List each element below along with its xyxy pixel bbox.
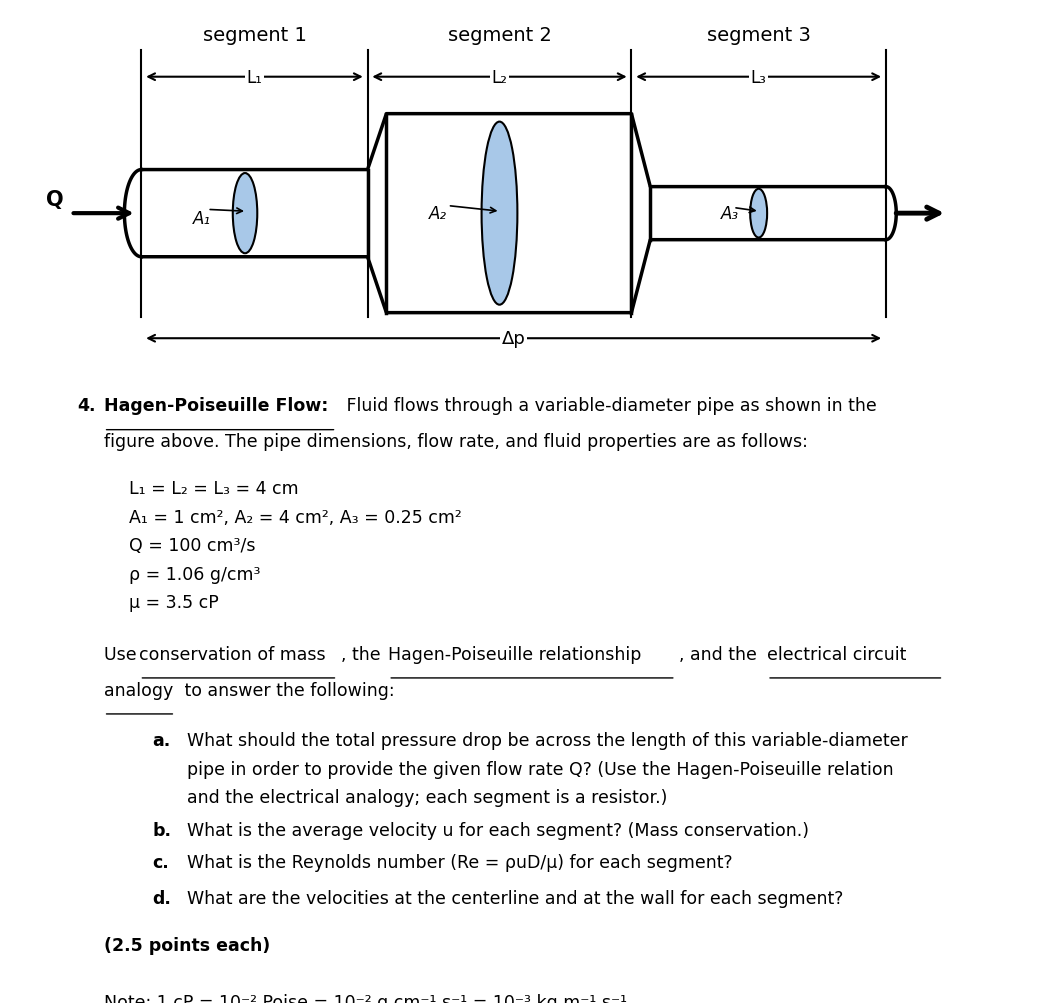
Text: figure above. The pipe dimensions, flow rate, and fluid properties are as follow: figure above. The pipe dimensions, flow …	[104, 432, 807, 450]
Text: μ = 3.5 cP: μ = 3.5 cP	[129, 594, 218, 612]
Text: analogy: analogy	[104, 682, 173, 699]
Text: conservation of mass: conservation of mass	[140, 646, 327, 664]
Text: Δp: Δp	[502, 330, 526, 348]
Text: c.: c.	[152, 853, 169, 871]
Text: segment 3: segment 3	[707, 25, 811, 44]
Text: What are the velocities at the centerline and at the wall for each segment?: What are the velocities at the centerlin…	[187, 889, 843, 907]
Text: segment 1: segment 1	[203, 25, 307, 44]
Text: L₂: L₂	[491, 68, 507, 86]
Text: A₁: A₁	[193, 210, 211, 228]
Text: to answer the following:: to answer the following:	[180, 682, 395, 699]
Text: b.: b.	[152, 820, 171, 839]
Text: 4.: 4.	[78, 396, 96, 414]
Text: A₂: A₂	[428, 205, 447, 223]
Text: ρ = 1.06 g/cm³: ρ = 1.06 g/cm³	[129, 565, 260, 583]
Text: Hagen-Poiseuille relationship: Hagen-Poiseuille relationship	[388, 646, 642, 664]
Text: Q = 100 cm³/s: Q = 100 cm³/s	[129, 537, 255, 555]
Text: L₁ = L₂ = L₃ = 4 cm: L₁ = L₂ = L₃ = 4 cm	[129, 479, 299, 497]
Text: Hagen-Poiseuille Flow:: Hagen-Poiseuille Flow:	[104, 396, 328, 414]
Text: (2.5 points each): (2.5 points each)	[104, 936, 270, 954]
Text: Q: Q	[46, 190, 63, 210]
Text: A₃: A₃	[721, 205, 739, 223]
Text: L₃: L₃	[751, 68, 766, 86]
Text: pipe in order to provide the given flow rate Q? (Use the Hagen-Poiseuille relati: pipe in order to provide the given flow …	[187, 760, 894, 778]
Text: A₁ = 1 cm², A₂ = 4 cm², A₃ = 0.25 cm²: A₁ = 1 cm², A₂ = 4 cm², A₃ = 0.25 cm²	[129, 509, 462, 527]
Text: Fluid flows through a variable-diameter pipe as shown in the: Fluid flows through a variable-diameter …	[341, 396, 877, 414]
Ellipse shape	[482, 122, 518, 305]
Ellipse shape	[233, 174, 257, 254]
Text: What is the Reynolds number (Re = ρuD/μ) for each segment?: What is the Reynolds number (Re = ρuD/μ)…	[187, 853, 732, 871]
Text: Use: Use	[104, 646, 142, 664]
Text: What should the total pressure drop be across the length of this variable-diamet: What should the total pressure drop be a…	[187, 732, 907, 749]
Text: electrical circuit: electrical circuit	[768, 646, 906, 664]
Text: d.: d.	[152, 889, 171, 907]
Text: a.: a.	[152, 732, 171, 749]
Text: , and the: , and the	[679, 646, 763, 664]
Text: What is the average velocity u for each segment? (Mass conservation.): What is the average velocity u for each …	[187, 820, 809, 839]
Text: L₁: L₁	[247, 68, 262, 86]
Text: and the electrical analogy; each segment is a resistor.): and the electrical analogy; each segment…	[187, 788, 667, 806]
Text: segment 2: segment 2	[447, 25, 551, 44]
Ellipse shape	[750, 190, 768, 239]
Text: , the: , the	[341, 646, 386, 664]
Text: Note: 1 cP = 10⁻² Poise = 10⁻² g cm⁻¹ s⁻¹ = 10⁻³ kg m⁻¹ s⁻¹: Note: 1 cP = 10⁻² Poise = 10⁻² g cm⁻¹ s⁻…	[104, 993, 627, 1003]
